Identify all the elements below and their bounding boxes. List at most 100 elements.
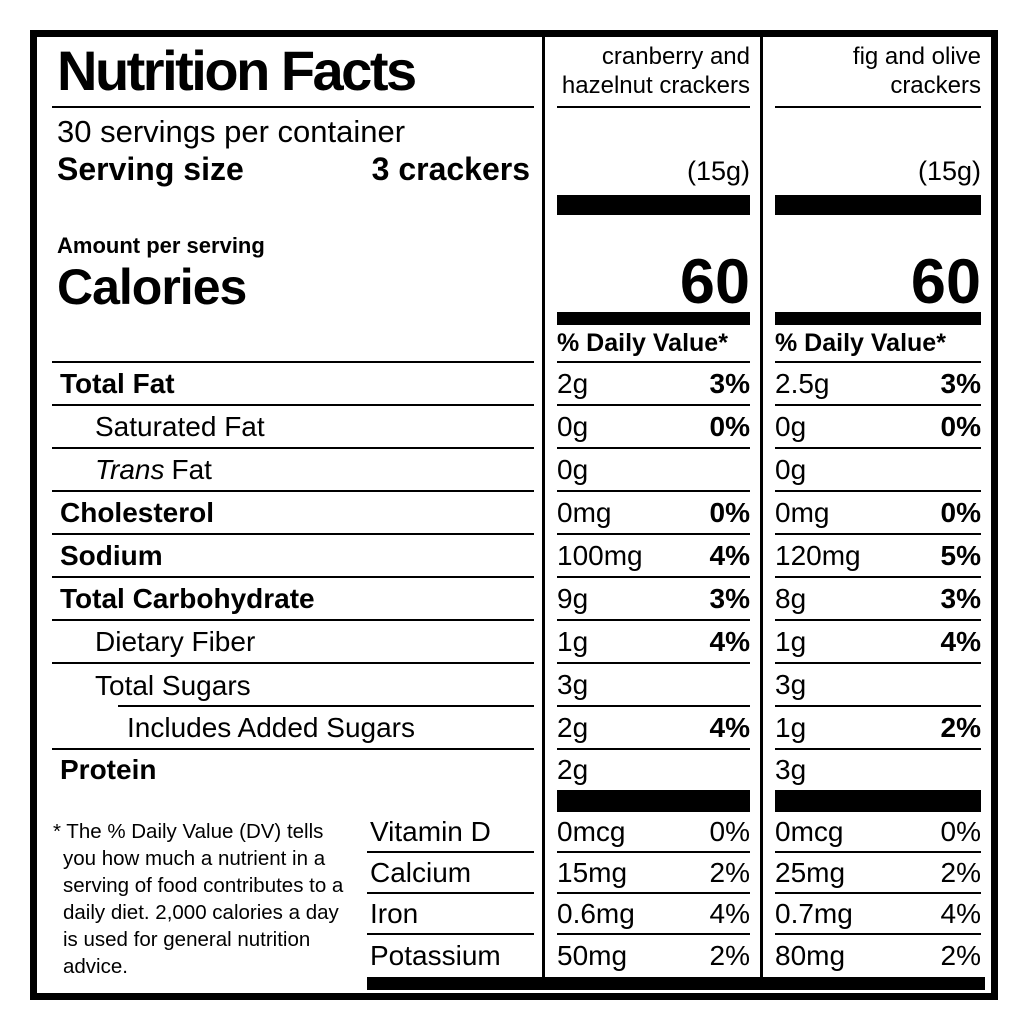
daily-value-header-1: % Daily Value* (557, 325, 750, 363)
vitamin-name: Potassium (370, 940, 501, 971)
nutrient-row-trans-fat: Trans Fat 0g 0g (37, 449, 991, 492)
daily-value-percent: 4% (940, 897, 981, 929)
product-1-calories: 60 (679, 247, 750, 318)
daily-value-percent: 3% (709, 582, 750, 614)
amount-per-serving-label: Amount per serving (57, 233, 265, 258)
nutrient-name: Saturated Fat (95, 410, 265, 442)
product-1-serving-weight: (15g) (686, 156, 750, 186)
amount-value: 80mg (775, 940, 846, 971)
amount-value: 50mg (557, 940, 628, 971)
nutrient-name: Protein (60, 754, 157, 785)
amount-value: 120mg (775, 539, 861, 571)
amount-value: 0g (557, 410, 589, 442)
daily-value-percent: 2% (709, 856, 750, 888)
nutrient-name: Trans Fat (95, 453, 212, 485)
amount-value: 2.5g (775, 367, 830, 399)
divider-bar (775, 790, 981, 812)
vitamin-name: Calcium (367, 853, 534, 894)
nutrition-facts-label: Nutrition Facts cranberry and hazelnut c… (30, 30, 998, 1000)
daily-value-percent: 2% (940, 940, 981, 971)
serving-size-label: Serving size (57, 151, 244, 187)
nutrient-row-total-carbohydrate: Total Carbohydrate 9g 3% 8g 3% (37, 578, 991, 621)
title-cell: Nutrition Facts (52, 37, 534, 108)
divider-bar-row (37, 790, 991, 812)
amount-value: 8g (775, 582, 807, 614)
daily-value-percent: 3% (940, 367, 981, 399)
daily-value-percent: 0% (709, 496, 750, 528)
nutrient-name: Cholesterol (60, 496, 215, 528)
nutrient-row-dietary-fiber: Dietary Fiber 1g 4% 1g 4% (37, 621, 991, 664)
nutrient-row-total-fat: Total Fat 2g 3% 2.5g 3% (37, 363, 991, 406)
daily-value-percent: 4% (709, 711, 750, 743)
header-row: Nutrition Facts cranberry and hazelnut c… (37, 37, 991, 108)
servings-per-container: 30 servings per container (57, 114, 406, 149)
divider-bar (775, 312, 981, 325)
vitamin-name: Iron (367, 894, 534, 935)
divider-bar (557, 790, 750, 812)
nutrient-name: Sodium (60, 539, 163, 571)
product-2-serving-weight: (15g) (917, 156, 981, 186)
vitamin-names-column: Vitamin D Calcium Iron Potassium (367, 812, 534, 980)
amount-value: 3g (775, 668, 807, 700)
bottom-bar-row (37, 977, 991, 990)
nutrient-name: Dietary Fiber (95, 625, 256, 657)
calories-row: Amount per serving Calories 60 60 (37, 215, 991, 318)
daily-value-percent: 4% (709, 625, 750, 657)
nutrient-row-protein: Protein 2g 3g (37, 750, 991, 790)
daily-value-percent: 2% (940, 711, 981, 743)
daily-value-percent: 4% (709, 539, 750, 571)
serving-cell: 30 servings per container Serving size 3… (52, 108, 534, 195)
product-2-calories: 60 (910, 247, 981, 318)
label-title: Nutrition Facts (57, 39, 417, 102)
amount-value: 3g (775, 754, 807, 785)
daily-value-percent: 0% (709, 815, 750, 847)
daily-value-percent: 2% (940, 856, 981, 888)
product-2-name: fig and olive crackers (775, 37, 981, 108)
amount-value: 2g (557, 754, 589, 785)
nutrient-name: Total Fat (60, 367, 175, 399)
amount-value: 9g (557, 582, 589, 614)
daily-value-percent: 0% (709, 410, 750, 442)
bottom-divider-bar (367, 977, 985, 990)
amount-value: 1g (557, 625, 589, 657)
serving-size-value: 3 crackers (371, 151, 530, 187)
vitamins-section: * The % Daily Value (DV) tells you how m… (37, 812, 991, 980)
divider-bar (557, 195, 750, 215)
amount-value: 100mg (557, 539, 643, 571)
daily-value-percent: 4% (709, 897, 750, 929)
product-2-column: fig and olive crackers (760, 37, 991, 108)
divider-bar-row (37, 312, 991, 325)
divider-bar-row (37, 195, 991, 215)
daily-value-percent: 0% (940, 410, 981, 442)
nutrient-name: Total Carbohydrate (60, 582, 315, 614)
daily-value-percent: 2% (709, 940, 750, 971)
divider-bar (775, 195, 981, 215)
serving-row: 30 servings per container Serving size 3… (37, 108, 991, 195)
nutrient-row-added-sugars: Includes Added Sugars 2g 4% 1g 2% (37, 707, 991, 750)
nutrient-row-saturated-fat: Saturated Fat 0g 0% 0g 0% (37, 406, 991, 449)
amount-value: 2g (557, 711, 589, 743)
amount-value: 0g (775, 410, 807, 442)
amount-value: 15mg (557, 856, 628, 888)
amount-value: 0mg (557, 496, 612, 528)
nutrient-row-cholesterol: Cholesterol 0mg 0% 0mg 0% (37, 492, 991, 535)
nutrient-name: Includes Added Sugars (127, 711, 415, 743)
amount-value: 25mg (775, 856, 846, 888)
daily-value-percent: 3% (709, 367, 750, 399)
daily-value-header-2: % Daily Value* (775, 325, 981, 363)
amount-value: 3g (557, 668, 589, 700)
daily-value-percent: 0% (940, 496, 981, 528)
nutrient-name: Total Sugars (95, 669, 251, 701)
amount-value: 0.6mg (557, 897, 635, 929)
nutrient-row-total-sugars: Total Sugars 3g 3g (37, 664, 991, 707)
calories-label: Calories (57, 259, 247, 315)
amount-value: 0g (775, 453, 807, 485)
amount-value: 0g (557, 453, 589, 485)
amount-value: 2g (557, 367, 589, 399)
daily-value-percent: 0% (940, 815, 981, 847)
daily-value-header-row: % Daily Value* % Daily Value* (37, 325, 991, 363)
product-1-name: cranberry and hazelnut crackers (557, 37, 750, 108)
divider-bar (557, 312, 750, 325)
amount-value: 1g (775, 711, 807, 743)
nutrient-row-sodium: Sodium 100mg 4% 120mg 5% (37, 535, 991, 578)
